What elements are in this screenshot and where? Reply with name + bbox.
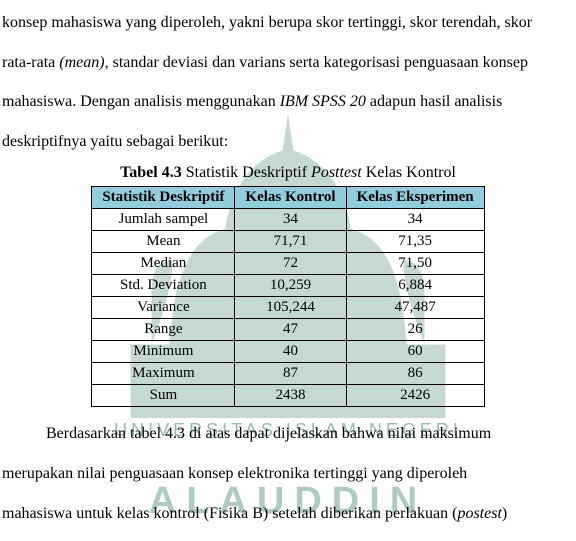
table-row: Maximum 87 86	[92, 363, 484, 385]
caption-italic: Posttest	[311, 164, 362, 181]
table-row: Minimum 40 60	[92, 341, 484, 363]
caption-text: Statistik Deskriptif	[182, 164, 311, 181]
table-cell: 47	[235, 319, 346, 341]
table-cell: 2438	[235, 385, 346, 407]
table-cell: Variance	[92, 297, 235, 319]
paragraph-2-line-1: Berdasarkan tabel 4.3 di atas dapat dije…	[2, 417, 574, 451]
table-cell: 10,259	[235, 275, 346, 297]
text-run: mahasiswa untuk kelas kontrol (Fisika B)…	[2, 505, 457, 522]
table-cell: 71,71	[235, 231, 346, 253]
text-run: adapun hasil analisis	[366, 93, 502, 110]
text-run-italic: postest	[457, 505, 501, 522]
table-header-cell: Kelas Kontrol	[235, 187, 346, 209]
table-cell: 87	[235, 363, 346, 385]
table-cell: 86	[346, 363, 484, 385]
table-header-row: Statistik Deskriptif Kelas Kontrol Kelas…	[92, 187, 484, 209]
text-run: rata-rata	[2, 54, 59, 71]
table-row: Std. Deviation 10,259 6,884	[92, 275, 484, 297]
table-row: Median 72 71,50	[92, 253, 484, 275]
table-cell: 72	[235, 253, 346, 275]
table-cell: 71,50	[346, 253, 484, 275]
caption-text: Kelas Kontrol	[362, 164, 456, 181]
table-cell: Maximum	[92, 363, 235, 385]
table-row: Variance 105,244 47,487	[92, 297, 484, 319]
table-cell: Sum	[92, 385, 235, 407]
paragraph-2-line-2: merupakan nilai penguasaan konsep elektr…	[2, 457, 574, 491]
table-row: Range 47 26	[92, 319, 484, 341]
text-run-italic: (mean)	[59, 54, 104, 71]
paragraph-1-line-4: deskriptifnya yaitu sebagai berikut:	[2, 125, 574, 159]
table-cell: Std. Deviation	[92, 275, 235, 297]
table-cell: 34	[346, 209, 484, 231]
table-cell: Range	[92, 319, 235, 341]
table-cell: 60	[346, 341, 484, 363]
paragraph-1-line-3: mahasiswa. Dengan analisis menggunakan I…	[2, 85, 574, 119]
caption-bold: Tabel 4.3	[120, 164, 182, 181]
table-cell: 2426	[346, 385, 484, 407]
table-cell: Minimum	[92, 341, 235, 363]
paragraph-2-line-3: mahasiswa untuk kelas kontrol (Fisika B)…	[2, 497, 574, 531]
table-row: Jumlah sampel 34 34	[92, 209, 484, 231]
table-cell: 26	[346, 319, 484, 341]
table-header-cell: Kelas Eksperimen	[346, 187, 484, 209]
paragraph-1-line-2: rata-rata (mean), standar deviasi dan va…	[2, 46, 574, 80]
table-cell: 71,35	[346, 231, 484, 253]
table-cell: 40	[235, 341, 346, 363]
table-cell: 105,244	[235, 297, 346, 319]
table-cell: Median	[92, 253, 235, 275]
table-cell: 47,487	[346, 297, 484, 319]
descriptive-stats-table: Statistik Deskriptif Kelas Kontrol Kelas…	[91, 186, 484, 407]
table-caption: Tabel 4.3 Statistik Deskriptif Posttest …	[0, 164, 576, 182]
paragraph-1-line-1: konsep mahasiswa yang diperoleh, yakni b…	[2, 6, 574, 40]
table-header-cell: Statistik Deskriptif	[92, 187, 235, 209]
table-cell: Jumlah sampel	[92, 209, 235, 231]
table-cell: Mean	[92, 231, 235, 253]
text-run: , standar deviasi dan varians serta kate…	[105, 54, 528, 71]
text-run: mahasiswa. Dengan analisis menggunakan	[2, 93, 280, 110]
text-run-italic: IBM SPSS 20	[280, 93, 366, 110]
table-row: Sum 2438 2426	[92, 385, 484, 407]
table-row: Mean 71,71 71,35	[92, 231, 484, 253]
table-cell: 6,884	[346, 275, 484, 297]
table-cell: 34	[235, 209, 346, 231]
text-run: )	[502, 505, 507, 522]
